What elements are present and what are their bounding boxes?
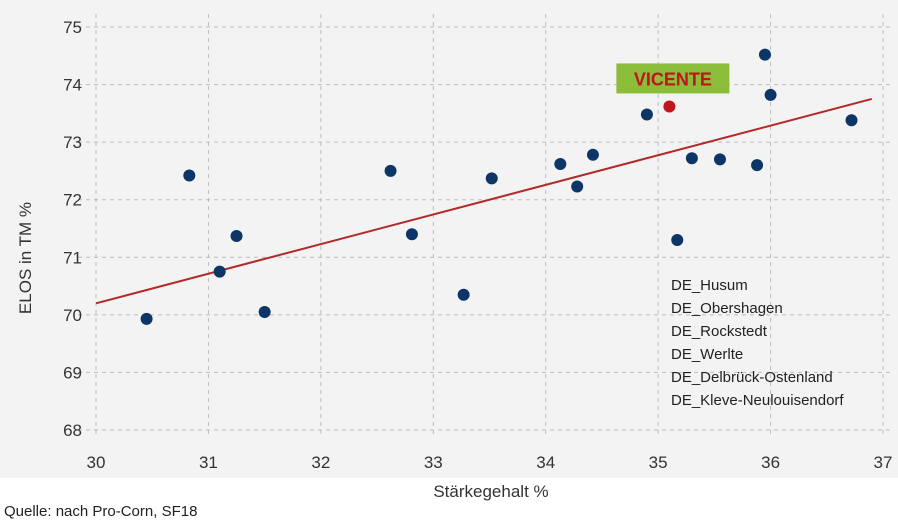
y-tick-label: 68 — [63, 421, 82, 440]
data-point — [230, 229, 243, 242]
x-tick-label: 31 — [199, 453, 218, 472]
data-point — [258, 305, 271, 318]
data-point — [384, 164, 397, 177]
data-point — [671, 234, 684, 247]
legend-item: DE_Rockstedt — [671, 323, 768, 340]
callout-background — [616, 63, 730, 94]
data-point — [685, 152, 698, 165]
y-tick-label: 71 — [63, 248, 82, 267]
data-point — [586, 148, 599, 161]
y-tick-label: 74 — [63, 76, 82, 95]
x-tick-label: 33 — [424, 453, 443, 472]
data-point — [485, 172, 498, 185]
legend-item: DE_Husum — [671, 277, 748, 294]
y-tick-labels: 68 69 70 71 72 73 74 75 — [63, 18, 82, 440]
data-point — [554, 158, 567, 171]
data-point — [405, 228, 418, 241]
vicente-callout: VICENTE — [616, 63, 730, 94]
data-point — [213, 265, 226, 278]
data-point — [758, 48, 771, 61]
data-point — [764, 88, 777, 101]
data-point — [640, 108, 653, 121]
data-point — [751, 159, 764, 172]
x-tick-label: 34 — [536, 453, 555, 472]
x-tick-label: 35 — [649, 453, 668, 472]
y-tick-label: 72 — [63, 191, 82, 210]
y-tick-label: 73 — [63, 133, 82, 152]
y-tick-label: 75 — [63, 18, 82, 37]
y-tick-label: 69 — [63, 363, 82, 382]
x-tick-label: 30 — [87, 453, 106, 472]
x-axis-title: Stärkegehalt % — [433, 482, 548, 501]
x-tick-label: 32 — [311, 453, 330, 472]
grid-lines — [78, 14, 893, 438]
callout-label: VICENTE — [634, 69, 712, 89]
data-point — [713, 153, 726, 166]
highlight-point — [663, 100, 676, 113]
y-axis-title: ELOS in TM % — [16, 202, 35, 314]
x-tick-labels: 30 31 32 33 34 35 36 37 — [87, 453, 893, 472]
trendline — [95, 97, 873, 305]
x-tick-label: 37 — [874, 453, 893, 472]
data-points — [140, 48, 858, 325]
legend-item: DE_Kleve-Neulouisendorf — [671, 392, 844, 409]
data-point — [571, 180, 584, 193]
x-tick-label: 36 — [761, 453, 780, 472]
y-tick-label: 70 — [63, 306, 82, 325]
legend-item: DE_Obershagen — [671, 300, 783, 317]
data-point — [845, 114, 858, 127]
data-point — [140, 312, 153, 325]
source-note: Quelle: nach Pro-Corn, SF18 — [4, 503, 197, 520]
legend: DE_Husum DE_Obershagen DE_Rockstedt DE_Werl… — [671, 277, 844, 409]
data-point — [457, 288, 470, 301]
legend-item: DE_Werlte — [671, 346, 743, 363]
data-point — [183, 169, 196, 182]
plot-background — [0, 0, 898, 478]
legend-item: DE_Delbrück-Ostenland — [671, 369, 833, 386]
